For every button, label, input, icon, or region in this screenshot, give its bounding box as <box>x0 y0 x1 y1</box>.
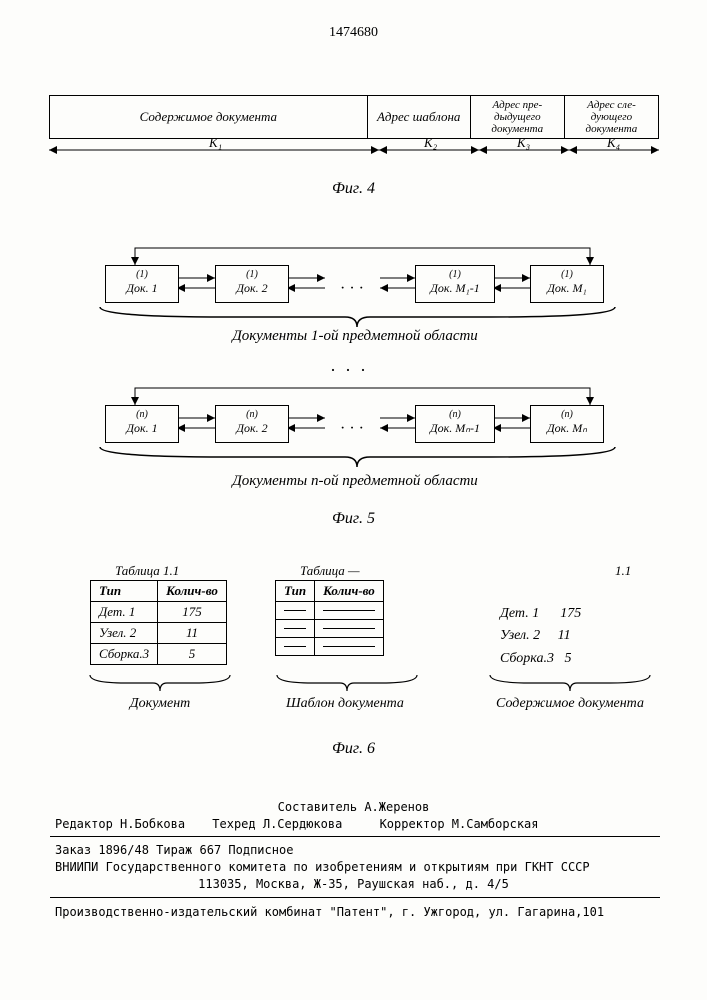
content-row: Дет. 1 <box>500 606 539 621</box>
doc-box: (1)Док. М₁-1 <box>415 265 495 303</box>
chain1-caption: Документы 1-ой предметной области <box>75 328 635 345</box>
doc-box: (1)Док. 2 <box>215 265 289 303</box>
ellipsis-vertical: · · · <box>330 360 366 381</box>
footer-publisher: Производственно-издательский комбинат "П… <box>55 905 655 919</box>
col-header: Колич-во <box>315 581 384 602</box>
fig4-dim-k4: К₄ <box>607 135 620 151</box>
fig4-cell-2: Адрес шаблона <box>367 96 470 139</box>
col-header: Колич-во <box>158 581 227 602</box>
techred: Техред Л.Сердюкова <box>212 817 342 831</box>
editor: Редактор Н.Бобкова <box>55 817 185 831</box>
divider <box>50 836 660 837</box>
chain2-caption: Документы n-ой предметной области <box>75 473 635 490</box>
fig6-caption: Фиг. 6 <box>0 740 707 758</box>
footer-credits: Редактор Н.Бобкова Техред Л.Сердюкова Ко… <box>55 817 655 831</box>
doc-box: (n)Док. Мₙ-1 <box>415 405 495 443</box>
fig5-caption: Фиг. 5 <box>0 510 707 528</box>
fig4-dim-k3: К₃ <box>517 135 530 151</box>
cell: 11 <box>158 623 227 644</box>
cell-blank <box>315 638 384 656</box>
cell: Сборка.3 <box>91 644 158 665</box>
table-title-1: Таблица 1.1 <box>115 563 179 579</box>
cell-blank <box>315 620 384 638</box>
fig4-caption: Фиг. 4 <box>0 180 707 198</box>
content-row: Сборка.3 <box>500 651 554 666</box>
doc-box: (1)Док. М₁ <box>530 265 604 303</box>
col-header: Тип <box>91 581 158 602</box>
brace-2 <box>95 445 620 470</box>
doc-box: (n)Док. 2 <box>215 405 289 443</box>
divider <box>50 897 660 898</box>
cell: Дет. 1 <box>91 602 158 623</box>
footer-order: Заказ 1896/48 Тираж 667 Подписное <box>55 843 655 857</box>
fig6-label-2: Шаблон документа <box>265 696 425 712</box>
fig4-table: Содержимое документа Адрес шаблона Адрес… <box>49 95 659 139</box>
fig4-cell-3: Адрес пре- дыдущего документа <box>470 96 564 139</box>
cell: Узел. 2 <box>91 623 158 644</box>
cell-blank <box>276 620 315 638</box>
cell: 5 <box>158 644 227 665</box>
fig4-dim-k2: К₂ <box>424 135 437 151</box>
cell-blank <box>315 602 384 620</box>
cell-blank <box>276 602 315 620</box>
brace-1 <box>95 305 620 330</box>
content-row: Узел. 2 <box>500 628 540 643</box>
corrector: Корректор М.Самборская <box>380 817 539 831</box>
footer-vniipi: ВНИИПИ Государственного комитета по изоб… <box>55 860 655 874</box>
table-title-right: 1.1 <box>615 563 631 579</box>
fig6-document-table: ТипКолич-во Дет. 1175 Узел. 211 Сборка.3… <box>90 580 227 665</box>
brace-fig6-2 <box>272 673 422 695</box>
col-header: Тип <box>276 581 315 602</box>
footer-compiler: Составитель А.Жеренов <box>0 800 707 814</box>
doc-box: (1)Док. 1 <box>105 265 179 303</box>
ellipsis: · · · <box>340 280 364 298</box>
brace-fig6-3 <box>485 673 655 695</box>
patent-number: 1474680 <box>329 25 378 41</box>
fig6-label-3: Содержимое документа <box>470 696 670 712</box>
fig6-template-table: ТипКолич-во <box>275 580 384 656</box>
fig4-dim-k1: К₁ <box>209 135 222 151</box>
footer-address: 113035, Москва, Ж-35, Раушская наб., д. … <box>0 877 707 891</box>
fig6-content-list: Дет. 1 175 Узел. 2 11 Сборка.3 5 <box>500 603 581 670</box>
fig4-cell-4: Адрес сле- дующего документа <box>564 96 658 139</box>
table-title-2: Таблица — <box>300 563 360 579</box>
doc-box: (n)Док. 1 <box>105 405 179 443</box>
cell: 175 <box>158 602 227 623</box>
brace-fig6-1 <box>85 673 235 695</box>
fig4-dimensions: К₁ К₂ К₃ К₄ <box>49 140 659 165</box>
cell-blank <box>276 638 315 656</box>
ellipsis: · · · <box>340 420 364 438</box>
doc-box: (n)Док. Мₙ <box>530 405 604 443</box>
fig4-cell-1: Содержимое документа <box>50 96 368 139</box>
fig6-label-1: Документ <box>85 696 235 712</box>
